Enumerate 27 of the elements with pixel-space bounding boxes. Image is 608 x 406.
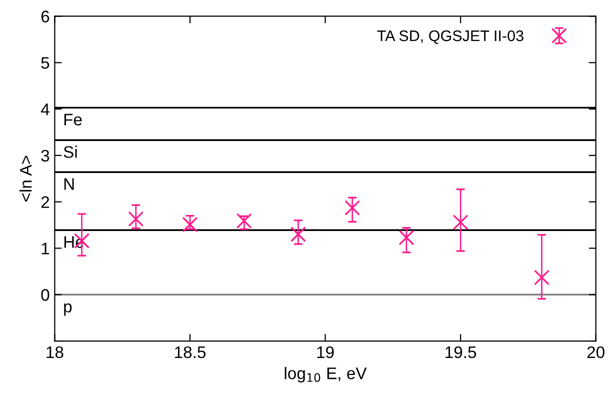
y-axis-title: <ln A> <box>20 156 32 202</box>
point <box>452 214 468 230</box>
y-tick-label: 2 <box>41 196 50 208</box>
point <box>182 216 198 232</box>
point <box>344 200 360 216</box>
point <box>236 213 252 229</box>
y-tick-label: 4 <box>40 104 50 116</box>
point <box>290 226 306 242</box>
point <box>534 270 550 286</box>
point <box>128 211 144 227</box>
y-tick-label: 3 <box>41 150 50 162</box>
ref-line-label: Fe <box>64 114 82 126</box>
x-tick-label: 19 <box>317 346 334 358</box>
y-tick-label: 5 <box>41 57 50 69</box>
x-tick-label: 18 <box>46 346 64 358</box>
x-tick-label: 19.5 <box>446 346 476 358</box>
point <box>398 230 414 246</box>
legend-label: TA SD, QGSJET II-03 <box>377 30 524 44</box>
ref-line-label: Si <box>64 146 77 158</box>
ref-line-label: N <box>64 178 74 190</box>
y-tick-label: 6 <box>41 10 50 22</box>
x-axis-title: log$_{10}$ E, eV <box>284 366 367 383</box>
x-tick-label: 18.5 <box>175 346 206 358</box>
y-tick-label: 1 <box>42 242 50 254</box>
x-tick-label: 20 <box>587 346 604 358</box>
ref-line-label: p <box>64 303 72 316</box>
y-tick-label: 0 <box>41 289 50 301</box>
